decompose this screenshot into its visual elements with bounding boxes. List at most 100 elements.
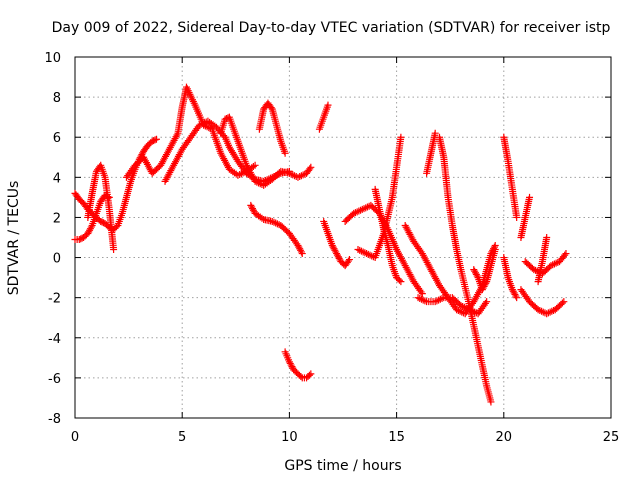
data-point-marker: [267, 104, 275, 112]
data-point-marker: [199, 120, 207, 128]
data-point-marker: [205, 124, 213, 132]
data-point-marker: [436, 295, 444, 303]
x-tick-label: 0: [71, 430, 79, 445]
data-point-marker: [472, 270, 480, 278]
data-point-marker: [366, 251, 374, 259]
data-point-marker: [454, 307, 462, 315]
data-point-marker: [295, 243, 303, 251]
data-point-marker: [532, 266, 540, 274]
data-point-marker: [459, 309, 467, 317]
data-point-marker: [417, 295, 425, 303]
data-point-marker: [85, 228, 93, 236]
data-point-marker: [416, 294, 424, 302]
data-point-marker: [332, 248, 340, 256]
data-point-marker: [195, 121, 203, 129]
axis-ticks: 0 5 10 15 20 25 -8 -6 -4 -2 0 2 4 6 8 10: [44, 51, 619, 445]
data-point-marker: [291, 172, 299, 180]
data-point-marker: [286, 359, 294, 367]
data-point-marker: [562, 250, 570, 258]
data-point-marker: [236, 171, 244, 179]
data-point-marker: [482, 279, 490, 287]
data-point-marker: [249, 205, 257, 213]
data-point-marker: [530, 266, 538, 274]
y-axis-label: SDTVAR / TECUs: [6, 181, 22, 296]
data-point-marker: [296, 173, 304, 181]
data-point-marker: [110, 246, 118, 254]
data-point-marker: [481, 299, 489, 307]
data-point-marker: [472, 309, 480, 317]
data-point-marker: [471, 269, 479, 277]
data-point-marker: [289, 171, 297, 179]
data-point-marker: [560, 298, 568, 306]
data-point-marker: [344, 257, 352, 265]
data-point-marker: [197, 120, 205, 128]
data-point-marker: [546, 308, 554, 316]
data-point-marker: [359, 248, 367, 256]
data-point-marker: [253, 178, 261, 186]
data-point-marker: [510, 289, 518, 297]
data-point-marker: [86, 226, 94, 234]
y-tick-label: -6: [48, 372, 61, 387]
data-point-marker: [335, 254, 343, 262]
data-point-marker: [552, 259, 560, 267]
data-point-marker: [360, 205, 368, 213]
data-points: [71, 83, 570, 406]
data-point-marker: [255, 179, 263, 187]
data-point-marker: [324, 101, 332, 109]
plot-frame: [74, 56, 612, 419]
data-point-marker: [417, 248, 425, 256]
data-point-marker: [203, 123, 211, 131]
data-point-marker: [549, 261, 557, 269]
data-point-marker: [353, 208, 361, 216]
data-point-marker: [350, 209, 358, 217]
data-point-marker: [395, 276, 403, 284]
data-point-marker: [249, 163, 257, 171]
data-point-marker: [329, 243, 337, 251]
data-point-marker: [285, 358, 293, 366]
data-point-marker: [459, 302, 467, 310]
x-tick-label: 25: [603, 430, 620, 445]
data-point-marker: [509, 287, 517, 295]
data-point-marker: [457, 302, 465, 310]
data-point-marker: [249, 206, 257, 214]
x-tick-label: 5: [178, 430, 186, 445]
data-point-marker: [473, 272, 481, 280]
data-point-marker: [543, 234, 551, 241]
data-point-marker: [268, 217, 276, 225]
data-point-marker: [357, 206, 365, 214]
data-point-marker: [538, 307, 546, 315]
data-point-marker: [234, 171, 242, 179]
data-point-marker: [362, 204, 370, 212]
y-tick-label: 8: [53, 91, 61, 106]
data-point-marker: [297, 172, 305, 180]
data-point-marker: [431, 298, 439, 306]
x-tick-label: 20: [496, 430, 513, 445]
data-point-marker: [419, 296, 427, 304]
data-point-marker: [470, 266, 478, 274]
data-point-marker: [270, 218, 278, 226]
data-point-marker: [358, 205, 366, 213]
data-point-marker: [456, 307, 464, 315]
data-point-marker: [251, 161, 259, 169]
data-point-marker: [305, 371, 313, 379]
data-point-marker: [397, 133, 405, 141]
data-point-marker: [526, 193, 534, 201]
x-axis-label: GPS time / hours: [284, 458, 401, 474]
data-point-marker: [536, 307, 544, 315]
data-point-marker: [534, 306, 542, 314]
data-point-marker: [306, 165, 314, 173]
data-point-marker: [361, 249, 369, 257]
data-point-marker: [558, 299, 566, 307]
data-point-marker: [487, 398, 495, 406]
data-point-marker: [86, 225, 94, 233]
data-point-marker: [511, 290, 519, 298]
data-point-marker: [334, 253, 342, 261]
data-point-marker: [87, 223, 95, 231]
data-point-marker: [548, 307, 556, 315]
data-point-marker: [287, 170, 295, 178]
data-point-marker: [481, 281, 489, 289]
data-point-marker: [307, 163, 315, 171]
y-tick-label: -8: [48, 412, 61, 427]
data-point-marker: [431, 129, 439, 137]
data-point-marker: [345, 256, 353, 264]
